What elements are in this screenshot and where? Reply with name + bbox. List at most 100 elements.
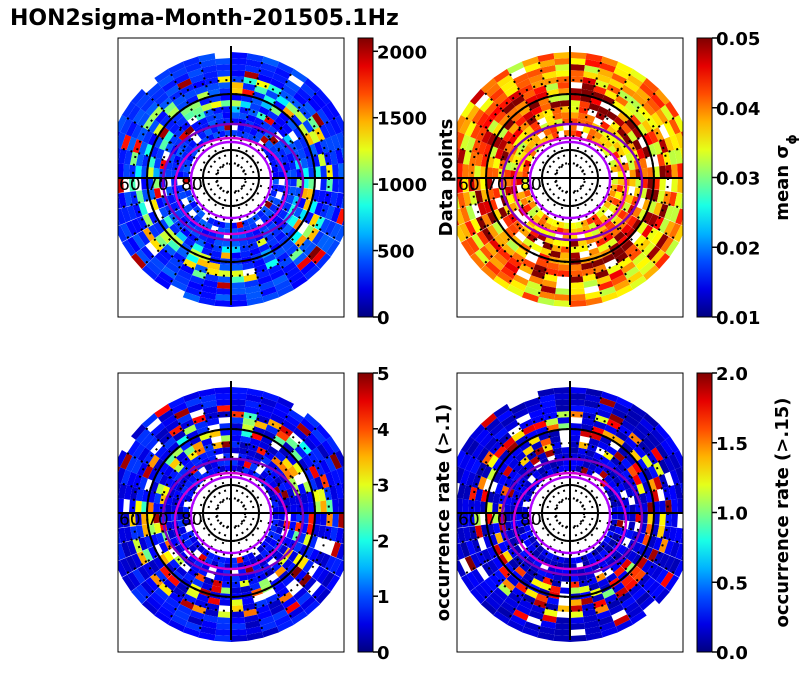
heatmap-cell — [653, 141, 663, 155]
heatmap-cell — [581, 417, 595, 427]
heatmap-cell — [192, 214, 202, 224]
heatmap-cell — [111, 513, 118, 529]
colorbar-tick-label: 3 — [377, 476, 390, 497]
heatmap-cell — [316, 233, 330, 250]
heatmap-cell — [457, 498, 463, 513]
heatmap-cell — [155, 483, 165, 495]
heatmap-cell — [314, 166, 321, 178]
heatmap-cell — [522, 171, 529, 178]
heatmap-cell — [221, 441, 231, 448]
heatmap-cell — [686, 194, 695, 211]
heatmap-cell — [198, 431, 211, 441]
heatmap-cell — [498, 231, 511, 244]
heatmap-cell — [263, 130, 274, 140]
heatmap-cell — [537, 296, 555, 306]
heatmap-cell — [341, 193, 344, 209]
heatmap-cell — [517, 526, 526, 535]
heatmap-cell — [498, 114, 511, 127]
heatmap-cell — [231, 635, 248, 642]
heatmap-cell — [154, 275, 171, 290]
heatmap-cell — [537, 466, 546, 475]
heatmap-cell — [145, 577, 159, 592]
heatmap-cell — [141, 166, 148, 178]
heatmap-cell — [141, 265, 158, 281]
heatmap-cell — [643, 265, 660, 281]
heatmap-cell — [289, 186, 297, 196]
heatmap-cell — [257, 408, 273, 419]
heatmap-cell — [222, 240, 231, 247]
heatmap-cell — [135, 525, 145, 539]
heatmap-cell — [246, 631, 264, 641]
heatmap-cell — [594, 269, 609, 280]
heatmap-cell — [465, 471, 476, 487]
heatmap-cells — [457, 387, 690, 642]
heatmap-cell — [279, 256, 294, 269]
heatmap-cell — [581, 267, 595, 277]
heatmap-cell — [231, 617, 246, 624]
heatmap-cell — [135, 165, 142, 178]
heatmap-cell — [528, 100, 541, 111]
heatmap-cell — [242, 262, 255, 271]
colorbar-tick-label: 4 — [377, 420, 390, 441]
heatmap-cell — [650, 93, 666, 109]
heatmap-cell — [184, 203, 193, 213]
heatmap-cell — [248, 576, 259, 586]
heatmap-cell — [169, 223, 181, 236]
heatmap-cell — [105, 497, 112, 513]
heatmap-cell — [240, 585, 252, 594]
heatmap-cell — [341, 131, 344, 139]
heatmap-cell — [325, 136, 336, 152]
heatmap-cell — [477, 476, 487, 490]
heatmap-cell — [267, 598, 282, 610]
grid-radial-line — [506, 68, 564, 167]
heatmap-cell — [603, 474, 613, 484]
grid-radial-line — [121, 449, 220, 507]
grid-radial-line — [141, 88, 222, 169]
heatmap-cell — [522, 470, 532, 481]
heatmap-cell — [533, 264, 547, 274]
heatmap-cell — [615, 61, 633, 75]
heatmap-cell — [231, 581, 241, 588]
heatmap-cell — [518, 105, 531, 117]
heatmap-cell — [259, 280, 275, 291]
heatmap-cell — [537, 388, 555, 398]
heatmap-cell — [492, 167, 499, 178]
heatmap-cell — [324, 456, 337, 472]
heatmap-cell — [317, 153, 327, 167]
heatmap-cell — [479, 432, 494, 448]
heatmap-cell — [500, 79, 516, 93]
heatmap-cell — [674, 483, 683, 499]
heatmap-cell — [282, 419, 297, 433]
heatmap-cell — [260, 214, 270, 224]
heatmap-cell — [642, 577, 656, 592]
heatmap-cell — [470, 253, 486, 270]
heatmap-cell — [147, 513, 154, 525]
heatmap-cell — [212, 441, 223, 450]
heatmap-cell — [654, 423, 670, 440]
heatmap-cell — [231, 76, 245, 83]
heatmap-cell — [595, 237, 606, 248]
heatmap-cell — [111, 162, 118, 178]
heatmap-cell — [570, 246, 580, 253]
heatmap-cell — [308, 213, 320, 228]
heatmap-cell — [683, 497, 690, 513]
heatmap-cell — [540, 102, 552, 112]
heatmap-cell — [570, 240, 579, 247]
heatmap-cell — [120, 134, 132, 150]
heatmap-cell — [483, 535, 493, 549]
heatmap-cell — [285, 436, 299, 450]
heatmap-cell — [507, 256, 522, 269]
heatmap-cell — [188, 139, 198, 149]
heatmap-cell — [198, 388, 216, 398]
heatmap-cell — [185, 62, 202, 73]
heatmap-cell — [621, 261, 636, 274]
heatmap-cell — [131, 88, 147, 105]
heatmap-cell — [204, 463, 213, 472]
heatmap-cell — [175, 566, 188, 578]
heatmap-cell — [503, 227, 515, 240]
heatmap-cell — [570, 605, 583, 612]
heatmap-cell — [280, 155, 289, 164]
heatmap-cell — [516, 519, 524, 528]
heatmap-cell — [316, 443, 330, 459]
